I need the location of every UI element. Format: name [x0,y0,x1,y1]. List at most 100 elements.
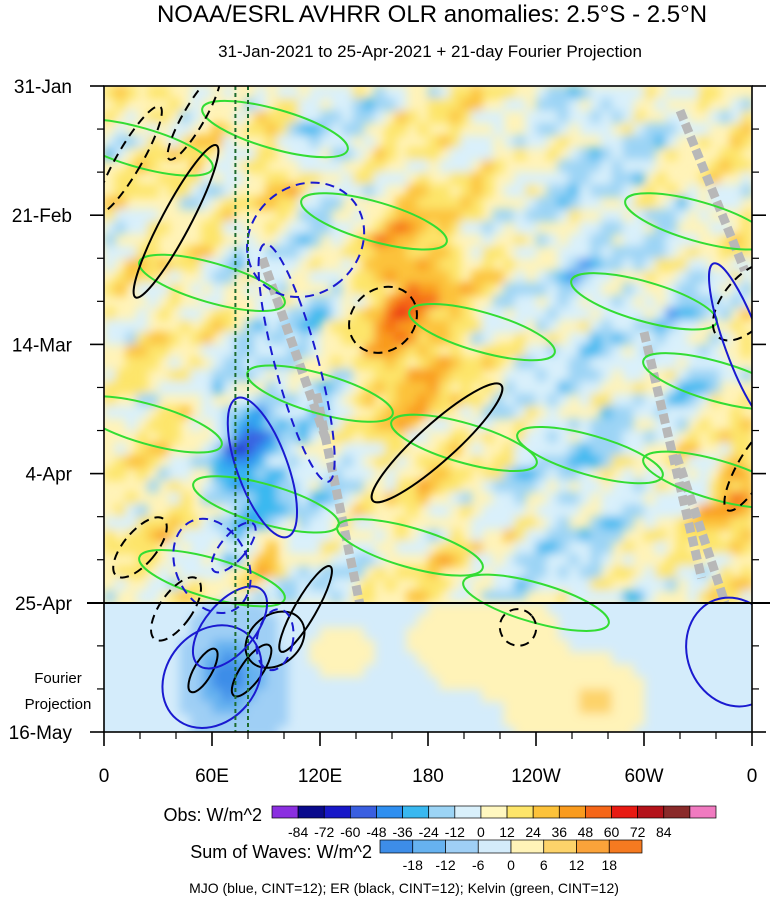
obs-cell [546,430,559,444]
obs-cell [309,492,321,505]
obs-cell [201,221,213,235]
obs-cell [600,86,613,99]
obs-cell [136,528,148,542]
obs-cell [698,122,710,136]
obs-cell [363,135,375,149]
obs-cell [114,565,127,579]
obs-cell [417,295,429,309]
obs-cell [514,405,526,419]
obs-cell [212,369,224,382]
projection-cell [503,615,515,629]
obs-cell [676,405,688,419]
kelvin-contour [201,99,349,159]
obs-cell [579,110,591,124]
obs-cell [287,135,299,149]
obs-cell [471,209,483,222]
obs-cell [600,135,613,149]
obs-cell [503,467,515,481]
projection-cell [492,688,505,702]
obs-cell [600,307,613,321]
obs-cell [698,369,710,382]
obs-cell [590,332,602,345]
projection-cell [438,652,451,665]
obs-cell [136,541,148,555]
projection-cell [633,701,645,715]
obs-cell [611,516,623,530]
obs-cell [557,135,569,149]
obs-cell [341,430,353,444]
projection-cell [471,602,483,616]
obs-cell [730,516,742,530]
projection-cell [611,701,623,715]
obs-cell [212,135,224,149]
projection-cell [460,602,472,616]
projection-cell [579,713,591,727]
obs-cell [255,122,267,136]
obs-cell [428,455,440,469]
obs-cell [179,492,191,505]
obs-cell [417,122,429,136]
obs-cell [233,356,245,370]
obs-cell [536,504,548,518]
obs-cell [449,479,461,493]
obs-cell [676,442,688,456]
projection-cell [222,652,235,665]
obs-cell [276,86,289,99]
obs-cell [309,590,321,604]
obs-colorbar: -84 -72 -60 -48 -36 -24 -12 0 12 24 36 48 60 72 84 [271,805,717,840]
er-contour [187,647,219,694]
obs-cell [708,541,721,555]
obs-cell [546,393,559,407]
obs-cell [438,467,451,481]
obs-cell [298,590,310,604]
obs-cell [579,344,591,358]
obs-cell [676,295,688,309]
obs-cell [654,418,667,432]
obs-cell [244,479,256,493]
obs-cell [309,307,321,321]
obs-cell [104,245,116,259]
obs-cell [125,381,137,395]
obs-cell [222,504,235,518]
obs-cell [611,209,623,222]
projection-cell [622,701,634,715]
projection-cell [482,652,494,665]
kelvin-contour [138,253,286,313]
obs-cell [557,159,569,173]
obs-cell [168,381,181,395]
missing-data-streak [672,453,730,605]
obs-cell [417,282,429,296]
obs-cell [568,258,580,272]
obs-cell [449,541,461,555]
projection-cell [514,713,526,727]
obs-cell [719,553,731,567]
kelvin-contour [516,425,664,485]
projection-cell [590,676,602,690]
obs-cell [536,209,548,222]
obs-cell [233,541,245,555]
obs-cell [136,381,148,395]
obs-cell [136,356,148,370]
obs-cell [741,578,752,592]
obs-cell [492,307,505,321]
obs-cell [341,245,353,259]
obs-cell [719,504,731,518]
obs-cell [622,307,634,321]
obs-cell [266,541,278,555]
obs-cell [374,245,386,259]
obs-cell [449,147,461,161]
obs-cell [190,590,202,604]
obs-cell [687,295,699,309]
obs-cell [665,418,677,432]
obs-colorbar-swatch [637,805,665,819]
obs-cell [460,541,472,555]
obs-cell [374,442,386,456]
projection-cell [525,627,537,641]
projection-cell [492,602,505,616]
projection-cell [492,615,505,629]
obs-cell [287,344,299,358]
obs-cell [611,479,623,493]
obs-cell [330,455,343,469]
obs-cell [201,492,213,505]
obs-cell [276,418,289,432]
